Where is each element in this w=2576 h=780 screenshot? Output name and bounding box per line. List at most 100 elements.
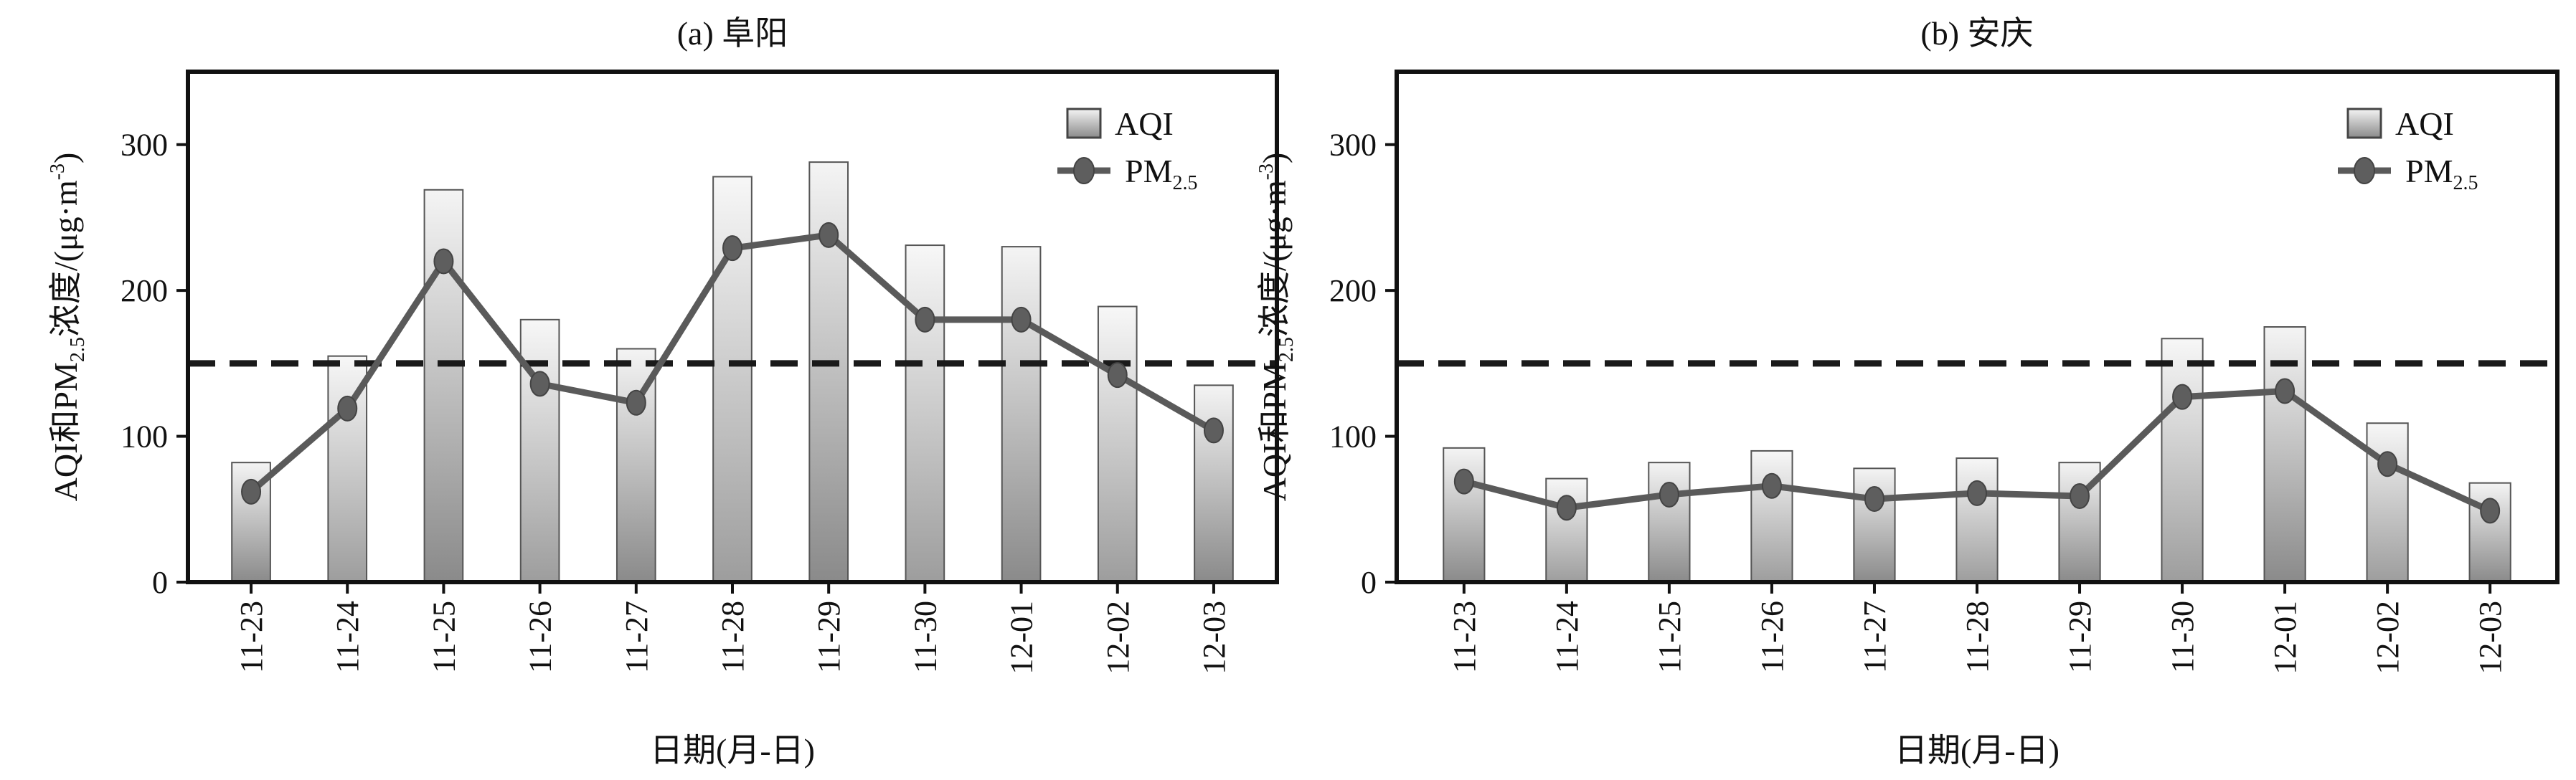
x-tick-label-11-23: 11-23 <box>234 601 269 673</box>
x-tick-label-11-25: 11-25 <box>1652 601 1687 673</box>
x-tick-label-11-29: 11-29 <box>811 601 846 673</box>
x-tick-label-11-24: 11-24 <box>330 601 365 673</box>
y-axis-label-part: 2.5 <box>1275 337 1298 362</box>
y-axis-label: AQI和PM2.5浓度/(μg·m-3) <box>1255 153 1298 502</box>
legend-aqi-label: AQI <box>1115 105 1174 142</box>
pm25-point-12-03 <box>2480 498 2501 524</box>
x-tick-label-11-27: 11-27 <box>1857 601 1892 673</box>
x-tick-label-12-01: 12-01 <box>1004 601 1039 675</box>
aqi-bar-12-02 <box>1097 305 1138 583</box>
y-axis-label-part: ) <box>47 153 84 163</box>
x-tick-label-12-01: 12-01 <box>2268 601 2303 675</box>
pm25-point-11-24 <box>337 395 358 422</box>
y-axis-label-part: 浓度/(μg·m <box>47 180 84 337</box>
chart-panel-a: (a) 阜阳 0 100 200 300 11-23 11-24 11-25 11-26 11-2… <box>47 15 1279 769</box>
aqi-bar-11-23 <box>1443 447 1486 583</box>
x-tick-label-11-28: 11-28 <box>715 601 750 673</box>
pm25-point-11-28 <box>722 235 742 262</box>
x-tick-label-11-26: 11-26 <box>1755 601 1790 673</box>
x-tick-label-12-03: 12-03 <box>1197 601 1232 675</box>
y-tick-label: 100 <box>121 419 168 455</box>
y-tick-label: 100 <box>1329 419 1377 455</box>
x-tick-label-12-02: 12-02 <box>2370 601 2405 675</box>
legend-aqi-swatch <box>1066 108 1102 139</box>
legend-pm25-label-main: PM <box>2405 153 2453 189</box>
y-axis-label: AQI和PM2.5浓度/(μg·m-3) <box>47 153 89 502</box>
pm25-point-12-03 <box>1203 417 1224 444</box>
x-tick-label-11-29: 11-29 <box>2062 601 2098 673</box>
y-axis-label-part: 2.5 <box>67 337 89 362</box>
pm25-point-11-26 <box>1761 472 1782 499</box>
legend-aqi-swatch <box>2346 108 2382 139</box>
y-axis-label-part: -3 <box>47 163 69 180</box>
pm25-point-11-27 <box>1864 486 1884 513</box>
x-tick-label-11-27: 11-27 <box>619 601 654 673</box>
chart-panel-b: (b) 安庆 0 100 200 300 11-23 11-24 11-25 11-26 11-2… <box>1255 15 2560 769</box>
legend-pm25-label: PM2.5 <box>2405 153 2478 194</box>
y-tick-label: 200 <box>1329 273 1377 308</box>
chart-title: (a) 阜阳 <box>677 15 788 52</box>
y-tick-label: 0 <box>1361 565 1377 600</box>
legend: AQI PM2.5 <box>2338 105 2478 194</box>
x-tick-label-11-23: 11-23 <box>1447 601 1482 673</box>
y-axis-label-part: AQI和PM <box>1256 362 1293 501</box>
pm25-point-11-29 <box>818 222 839 248</box>
aqi-bar-12-01 <box>1001 246 1042 583</box>
aqi-bar-11-30 <box>2161 338 2204 583</box>
aqi-bar-12-02 <box>2366 422 2409 584</box>
legend-pm25-marker <box>1073 157 1095 184</box>
pm25-point-11-30 <box>2172 384 2193 410</box>
y-axis-label-part: 浓度/(μg·m <box>1256 180 1293 337</box>
pm25-point-12-02 <box>1107 362 1128 389</box>
pm25-point-11-23 <box>1453 468 1474 495</box>
aqi-bar-11-25 <box>1648 462 1691 584</box>
legend-pm25-label: PM2.5 <box>1125 153 1197 194</box>
pm25-point-11-30 <box>915 306 935 333</box>
x-tick-label-11-25: 11-25 <box>426 601 461 673</box>
aqi-bar-11-26 <box>519 318 560 583</box>
x-axis-label: 日期(月-日) <box>650 732 815 769</box>
pm25-point-11-23 <box>241 478 262 505</box>
aqi-bar-11-30 <box>905 244 945 583</box>
x-tick-label-11-28: 11-28 <box>1960 601 1995 673</box>
aqi-bar-12-03 <box>1194 384 1234 583</box>
legend-pm25-label-sub: 2.5 <box>1172 172 1197 194</box>
legend: AQI PM2.5 <box>1057 105 1197 194</box>
pm25-point-11-27 <box>626 389 646 416</box>
y-axis-label-part: AQI和PM <box>47 362 84 501</box>
x-tick-label-12-03: 12-03 <box>2473 601 2508 675</box>
y-axis-label-part: ) <box>1256 153 1293 163</box>
pm25-point-11-25 <box>433 248 454 275</box>
x-tick-label-11-24: 11-24 <box>1549 601 1585 673</box>
pm25-point-11-26 <box>529 371 550 397</box>
legend-pm25-label-sub: 2.5 <box>2453 172 2478 194</box>
x-axis-label: 日期(月-日) <box>1895 732 2060 769</box>
aqi-bar-11-28 <box>1955 457 1999 583</box>
pm25-point-12-01 <box>1011 306 1032 333</box>
aqi-bar-11-26 <box>1750 450 1793 584</box>
legend-aqi-label: AQI <box>2395 105 2454 142</box>
x-tick-label-11-30: 11-30 <box>907 601 943 673</box>
legend-pm25-marker <box>2354 157 2375 184</box>
y-tick-label: 300 <box>121 128 168 163</box>
y-tick-label: 300 <box>1329 128 1377 163</box>
y-tick-label: 0 <box>152 565 168 600</box>
aqi-bar-12-01 <box>2263 326 2306 583</box>
y-tick-label: 200 <box>121 273 168 308</box>
x-tick-label-11-26: 11-26 <box>523 601 558 673</box>
pm25-point-11-28 <box>1967 480 1987 506</box>
pm25-point-11-24 <box>1556 495 1577 521</box>
aqi-bar-11-27 <box>1853 467 1896 584</box>
pm25-point-12-01 <box>2275 378 2296 404</box>
x-tick-label-11-30: 11-30 <box>2165 601 2200 673</box>
pm25-point-11-25 <box>1659 481 1679 508</box>
legend-pm25-label-main: PM <box>1125 153 1172 189</box>
pm25-point-11-29 <box>2070 482 2090 509</box>
chart-title: (b) 安庆 <box>1920 15 2033 52</box>
pm25-point-12-02 <box>2377 451 2398 477</box>
x-tick-label-12-02: 12-02 <box>1100 601 1136 675</box>
aqi-bar-11-24 <box>1545 477 1588 584</box>
y-axis-label-part: -3 <box>1255 163 1278 180</box>
